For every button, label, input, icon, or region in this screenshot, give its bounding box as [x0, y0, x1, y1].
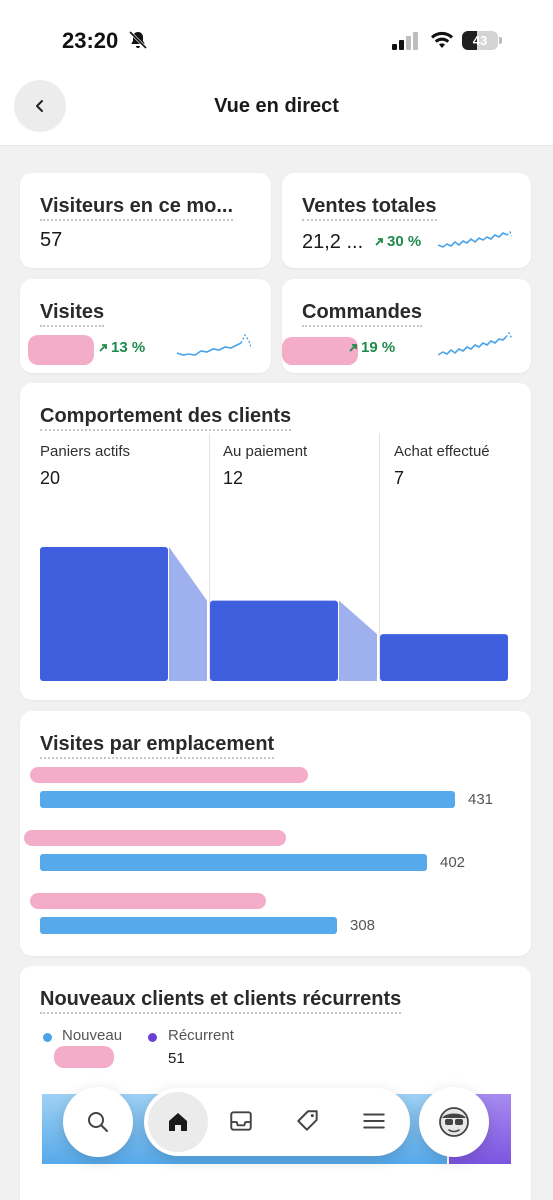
legend-dot-new: [43, 1033, 52, 1042]
status-bar: 23:20 43: [0, 0, 553, 78]
redacted-location-name: [30, 893, 266, 909]
location-bar: [40, 917, 337, 934]
funnel-label: Au paiement: [223, 443, 308, 460]
location-bar: [40, 791, 455, 808]
sales-trend-value: 30 %: [387, 233, 422, 250]
arrow-up-right-icon: [99, 343, 107, 352]
funnel-connector: [169, 547, 207, 681]
orders-card[interactable]: Commandes 19 %: [282, 279, 531, 373]
funnel-chart: [40, 547, 508, 681]
locations-card: Visites par emplacement 431 402 308: [20, 711, 531, 956]
funnel-bar: [380, 634, 508, 681]
sidekick-icon: [439, 1107, 469, 1137]
location-value: 402: [440, 854, 466, 871]
sales-card[interactable]: Ventes totales 21,2 ... 30 %: [282, 173, 531, 268]
products-button[interactable]: [295, 1108, 325, 1138]
location-bar: [40, 854, 427, 871]
inbox-button[interactable]: [228, 1108, 258, 1138]
search-button[interactable]: [63, 1087, 133, 1157]
battery-indicator: 43: [462, 31, 498, 50]
wifi-icon: [431, 31, 453, 48]
tag-icon: [297, 1110, 318, 1131]
sidekick-button[interactable]: [419, 1087, 489, 1157]
visitors-card[interactable]: Visiteurs en ce mo... 57: [20, 173, 271, 268]
visits-title[interactable]: Visites: [40, 301, 105, 327]
redacted-value: [282, 337, 358, 365]
funnel-bar: [40, 547, 168, 681]
sales-value: 21,2 ...: [302, 231, 364, 253]
orders-trend-value: 19 %: [361, 339, 396, 356]
sales-title[interactable]: Ventes totales: [302, 195, 437, 221]
orders-title[interactable]: Commandes: [302, 301, 423, 327]
redacted-location-name: [24, 830, 286, 846]
redacted-location-name: [30, 767, 308, 783]
redacted-value: [28, 335, 94, 365]
funnel-label: Paniers actifs: [40, 443, 131, 460]
behavior-card: Comportement des clients Paniers actifs …: [20, 383, 531, 700]
visits-trend-value: 13 %: [111, 339, 146, 356]
legend-returning-label: Récurrent: [168, 1027, 234, 1044]
funnel-connector: [339, 600, 377, 681]
chevron-left-icon: [36, 100, 43, 112]
location-value: 431: [468, 791, 494, 808]
page-header: Vue en direct: [0, 78, 553, 146]
legend-returning-value: 51: [168, 1050, 185, 1067]
behavior-title[interactable]: Comportement des clients: [40, 405, 292, 431]
sales-sparkline: [438, 230, 512, 248]
orders-trend: 19 %: [348, 339, 395, 356]
funnel-label: Achat effectué: [394, 443, 490, 460]
legend-dot-returning: [148, 1033, 157, 1042]
sales-trend: 30 %: [374, 233, 421, 250]
home-button[interactable]: [148, 1092, 208, 1152]
location-value: 308: [350, 917, 376, 934]
redacted-value: [54, 1046, 114, 1068]
arrow-up-right-icon: [375, 237, 383, 246]
funnel-value: 7: [394, 468, 405, 488]
search-icon: [88, 1112, 108, 1132]
back-button[interactable]: [14, 80, 66, 132]
menu-icon: [363, 1113, 385, 1129]
inbox-icon: [230, 1111, 252, 1131]
funnel-value: 20: [40, 468, 61, 488]
visitors-value: 57: [40, 229, 63, 251]
funnel-value: 12: [223, 468, 244, 488]
cellular-signal-icon: [392, 32, 418, 50]
orders-sparkline: [438, 331, 512, 356]
visitors-title[interactable]: Visiteurs en ce mo...: [40, 195, 234, 221]
clients-card: Nouveaux clients et clients récurrents N…: [20, 966, 531, 1200]
arrow-up-right-icon: [349, 343, 357, 352]
legend-new-label: Nouveau: [62, 1027, 123, 1044]
page-title: Vue en direct: [214, 95, 339, 117]
funnel-bar: [210, 600, 338, 681]
status-time: 23:20: [62, 28, 119, 53]
bell-off-icon: [128, 30, 148, 50]
locations-title[interactable]: Visites par emplacement: [40, 733, 275, 759]
clients-title[interactable]: Nouveaux clients et clients récurrents: [40, 988, 402, 1014]
visits-trend: 13 %: [98, 339, 145, 356]
visits-card[interactable]: Visites 13 %: [20, 279, 271, 373]
visits-sparkline: [177, 333, 251, 356]
menu-button[interactable]: [361, 1108, 391, 1138]
home-icon: [169, 1113, 187, 1131]
